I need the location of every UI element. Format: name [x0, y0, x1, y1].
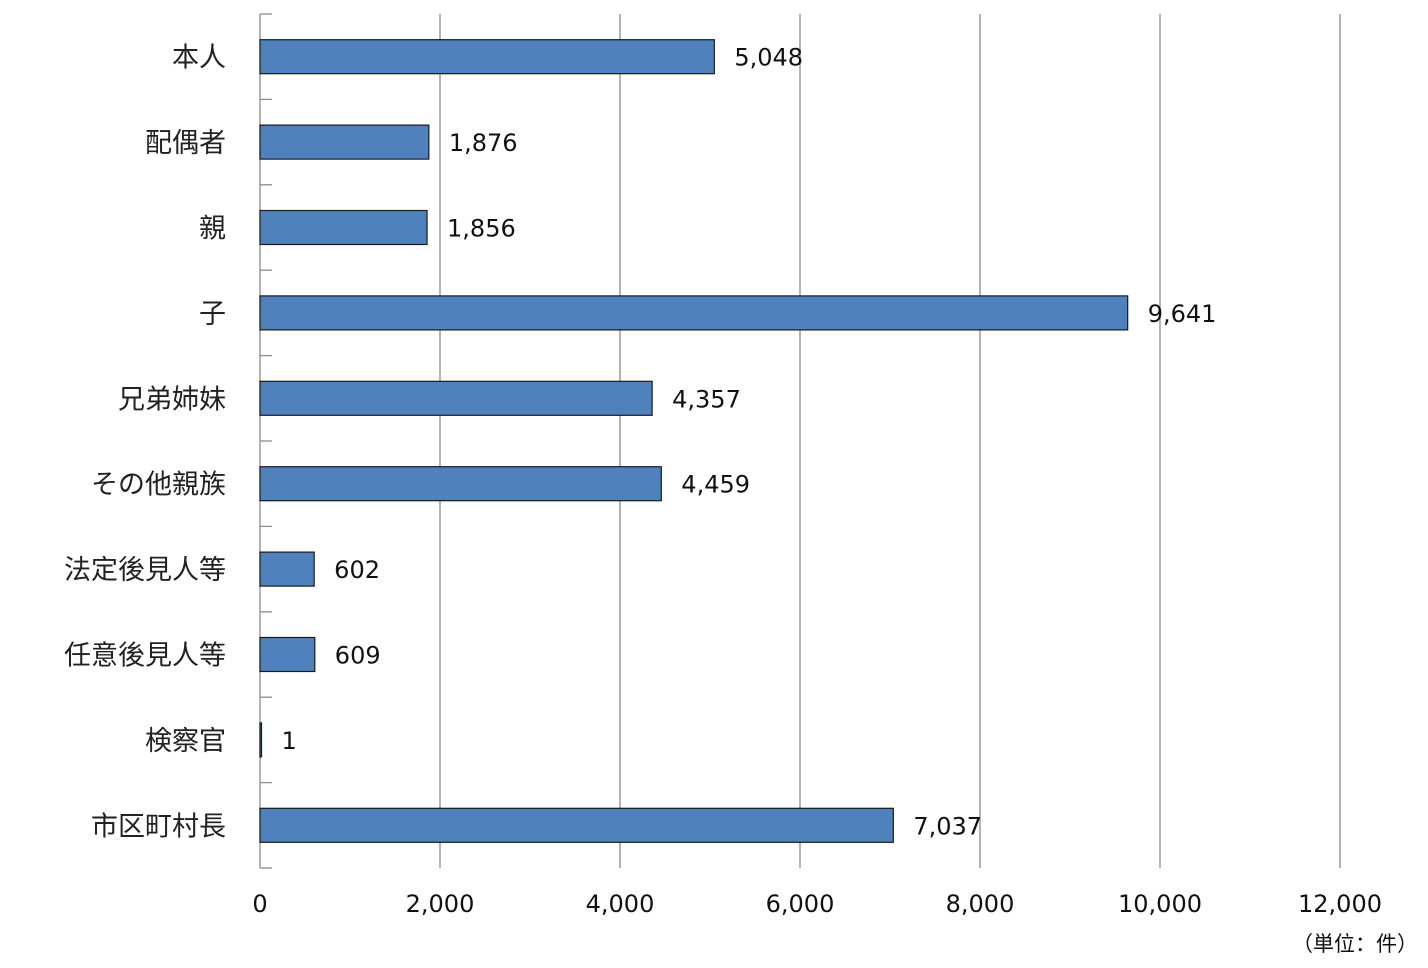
value-label: 9,641 [1148, 300, 1217, 328]
bar [259, 466, 662, 502]
unit-note: （単位：件） [1292, 932, 1418, 956]
x-tick-label: 2,000 [406, 890, 475, 918]
value-label: 609 [335, 642, 381, 670]
x-tick-label: 0 [252, 890, 267, 918]
category-label: 任意後見人等 [64, 641, 226, 672]
value-label: 7,037 [913, 812, 982, 840]
bar [259, 807, 894, 843]
category-label: 配偶者 [145, 128, 226, 159]
gridlines [439, 14, 1341, 868]
bar [259, 39, 715, 75]
bar [259, 551, 315, 587]
value-label: 602 [334, 556, 380, 584]
bar [259, 209, 428, 246]
category-label: 兄弟姉妹 [118, 384, 226, 415]
value-label: 1 [282, 727, 297, 755]
x-tick-label: 12,000 [1298, 890, 1382, 918]
category-label: 検察官 [145, 726, 226, 757]
value-label: 4,357 [672, 385, 741, 413]
value-label: 1,856 [447, 215, 516, 243]
x-tick-label: 10,000 [1118, 890, 1202, 918]
value-labels: 5,048 1,876 1,856 9,641 4,357 4,459 602 609 1 7,0… [282, 44, 1217, 841]
value-label: 1,876 [449, 129, 518, 157]
category-label: 親 [199, 214, 226, 245]
category-label: その他親族 [91, 470, 226, 501]
bar [259, 124, 430, 160]
bars [259, 39, 1129, 843]
category-label: 市区町村長 [91, 811, 226, 842]
category-label: 子 [199, 299, 226, 330]
bar [259, 380, 653, 416]
category-label: 法定後見人等 [64, 555, 226, 586]
x-tick-labels: 0 2,000 4,000 6,000 8,000 10,000 12,000 [252, 890, 1382, 918]
value-label: 4,459 [681, 471, 750, 499]
x-tick-label: 8,000 [946, 890, 1015, 918]
value-label: 5,048 [734, 44, 803, 72]
category-label: 本人 [172, 43, 226, 74]
x-tick-label: 6,000 [766, 890, 835, 918]
x-tick-label: 4,000 [586, 890, 655, 918]
bar [259, 295, 1129, 331]
bar [259, 722, 263, 758]
bar [259, 636, 316, 673]
